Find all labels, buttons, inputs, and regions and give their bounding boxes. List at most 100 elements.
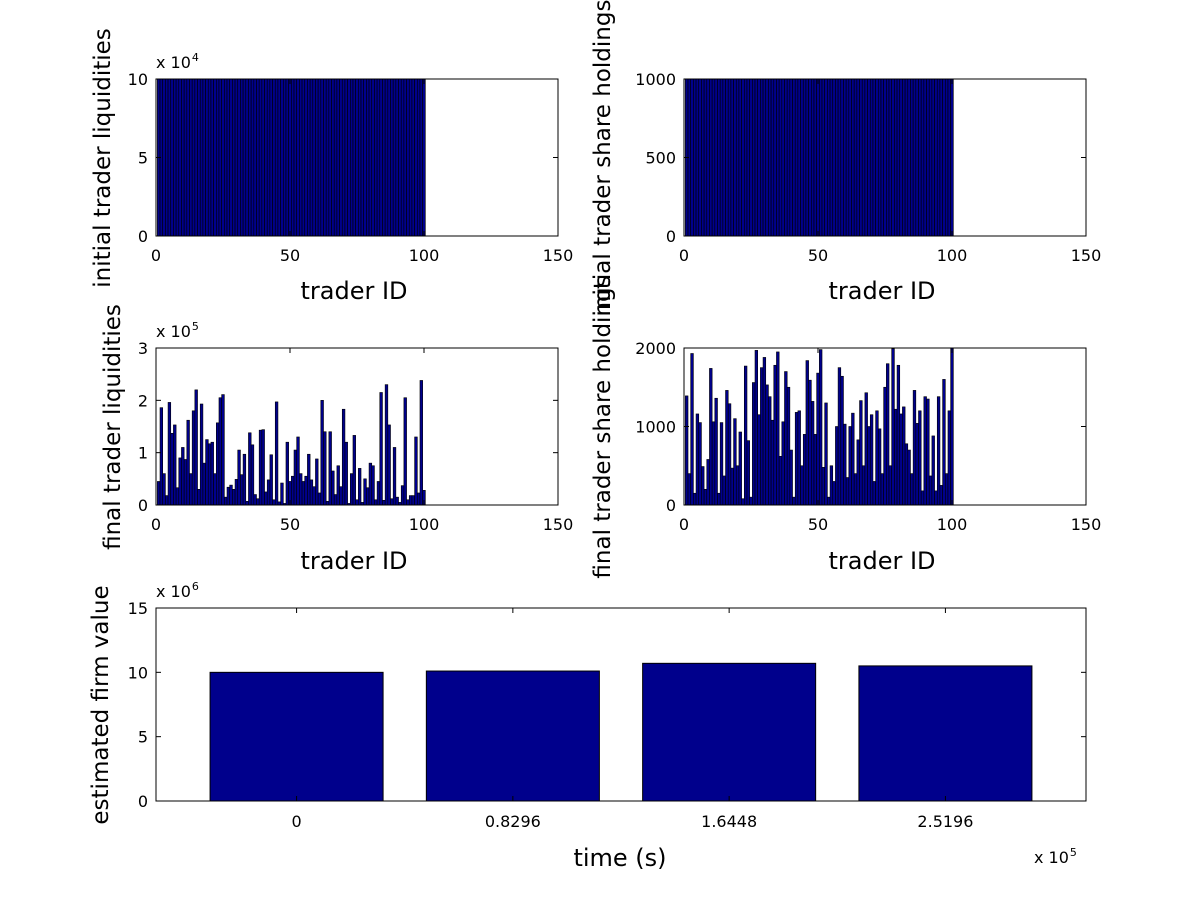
bar xyxy=(934,78,938,237)
bar xyxy=(403,397,407,506)
bar xyxy=(757,414,761,506)
bar xyxy=(719,422,724,506)
bar xyxy=(157,481,161,506)
bar xyxy=(858,665,1033,802)
bar xyxy=(395,496,399,506)
bar xyxy=(248,78,252,237)
bar xyxy=(366,487,370,506)
bar xyxy=(285,78,289,237)
bar xyxy=(352,435,356,506)
bar xyxy=(800,465,804,506)
bar xyxy=(291,475,295,506)
bar xyxy=(725,390,729,506)
bar xyxy=(280,78,284,237)
bar xyxy=(786,78,791,237)
bar xyxy=(189,78,193,237)
x-exponent-base: x 10 xyxy=(1034,848,1069,867)
y-exponent-label: x 106 xyxy=(156,580,199,601)
bar xyxy=(304,475,308,506)
bar xyxy=(642,662,817,802)
bar xyxy=(880,473,884,506)
bar xyxy=(920,78,925,237)
bar xyxy=(872,78,876,237)
bar xyxy=(725,78,729,237)
bar xyxy=(727,403,732,506)
x-exponent-label: x 105 xyxy=(1034,846,1077,867)
bar xyxy=(384,78,389,237)
bar xyxy=(199,78,204,237)
bar xyxy=(950,347,954,506)
bar xyxy=(698,422,702,506)
bar xyxy=(175,78,180,237)
bar xyxy=(167,402,172,506)
bar xyxy=(821,78,826,237)
bar xyxy=(170,433,174,506)
y-tick-label: 5 xyxy=(138,728,148,747)
bar xyxy=(760,367,764,506)
bar xyxy=(256,78,260,237)
bar xyxy=(229,484,233,506)
bar xyxy=(738,431,742,506)
bar xyxy=(406,499,410,506)
bar-series xyxy=(157,78,426,237)
bar xyxy=(695,413,700,506)
bar xyxy=(872,481,876,506)
bar xyxy=(869,78,874,237)
bar xyxy=(234,78,239,237)
bar xyxy=(425,670,600,802)
bar xyxy=(398,78,402,237)
bar xyxy=(947,410,951,506)
bar xyxy=(843,78,847,237)
bar xyxy=(307,78,311,237)
bar xyxy=(928,475,933,506)
x-tick-label: 100 xyxy=(937,246,968,265)
x-tick-label: 0 xyxy=(679,246,689,265)
x-axis-label: trader ID xyxy=(828,277,935,305)
bar xyxy=(797,78,801,237)
bar xyxy=(819,349,823,506)
bar xyxy=(264,491,268,506)
bar xyxy=(374,78,378,237)
y-tick-label: 0 xyxy=(138,792,148,811)
bar xyxy=(883,78,887,237)
x-tick-label: 50 xyxy=(280,515,300,534)
bar xyxy=(886,363,890,506)
bar xyxy=(406,78,410,237)
bar xyxy=(765,78,769,237)
bar xyxy=(805,360,809,506)
y-exponent-power: 6 xyxy=(192,580,199,593)
bar xyxy=(848,426,852,506)
bar xyxy=(344,78,348,237)
bar xyxy=(339,78,343,237)
bar xyxy=(896,78,901,237)
bar xyxy=(797,410,801,506)
bar xyxy=(859,78,863,237)
bar xyxy=(261,429,265,506)
bar xyxy=(159,407,164,506)
bar xyxy=(848,78,852,237)
x-tick-label: 150 xyxy=(1071,515,1102,534)
bar xyxy=(880,78,884,237)
bar xyxy=(291,78,295,237)
bar xyxy=(304,78,308,237)
axes-box xyxy=(155,607,1087,802)
bar xyxy=(191,410,196,506)
bar xyxy=(416,492,421,506)
x-axis-label: trader ID xyxy=(300,547,407,575)
bar xyxy=(918,410,922,506)
bar xyxy=(261,78,265,237)
bar xyxy=(717,492,721,506)
bar xyxy=(274,401,279,506)
bar xyxy=(266,479,271,506)
bar xyxy=(701,78,705,237)
bar xyxy=(936,78,941,237)
bar xyxy=(178,457,182,506)
bar xyxy=(226,486,231,506)
bar xyxy=(851,78,855,237)
bar xyxy=(368,78,373,237)
bar xyxy=(183,459,188,506)
bar xyxy=(218,78,222,237)
bar xyxy=(864,392,868,506)
bar xyxy=(408,78,413,237)
